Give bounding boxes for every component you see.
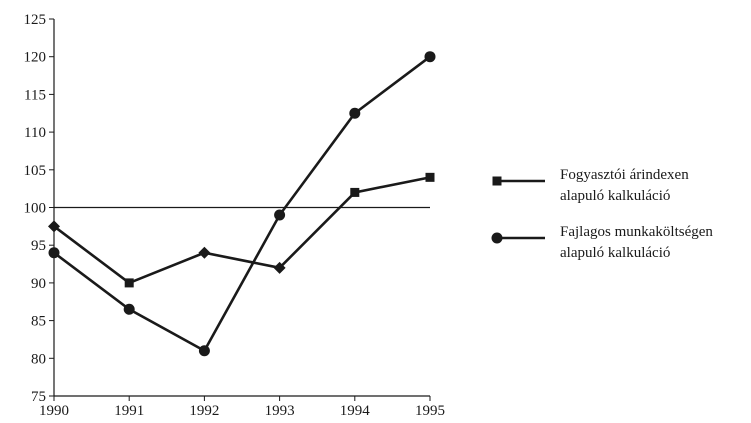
x-tick-label: 1993 — [265, 403, 295, 419]
circle-point — [424, 51, 436, 63]
x-tick-label: 1995 — [415, 403, 445, 419]
y-tick-label: 75 — [31, 389, 46, 405]
circle-point — [48, 247, 60, 259]
y-tick-label: 110 — [24, 125, 46, 141]
circle-point — [349, 107, 361, 119]
x-tick-label: 1994 — [340, 403, 371, 419]
diamond-point — [198, 246, 211, 259]
tick-labels: 75 80 85 90 95 100 105 110 115 120 125 1990 1991 1992… — [24, 12, 446, 419]
circle-point — [274, 209, 286, 221]
series-line — [53, 176, 431, 285]
y-tick-label: 125 — [24, 12, 47, 28]
circle-point — [198, 345, 210, 357]
square-point — [350, 187, 360, 197]
square-point — [124, 278, 134, 288]
diamond-point — [48, 220, 60, 233]
legend-label: Fogyasztói árindexen — [560, 167, 689, 183]
axes — [49, 18, 431, 401]
square-point — [425, 172, 435, 182]
y-tick-label: 100 — [24, 201, 47, 217]
series-1 — [48, 172, 435, 288]
circle-point — [123, 303, 135, 315]
series-line — [53, 55, 431, 353]
diamond-point — [273, 261, 286, 274]
series-2 — [48, 51, 436, 357]
y-tick-label: 90 — [31, 276, 46, 292]
y-tick-label: 105 — [24, 163, 47, 179]
legend-circle-icon — [491, 232, 503, 244]
plot-area — [48, 51, 436, 357]
legend-entry-2: Fajlagos munkaköltségen alapuló kalkuláci… — [491, 224, 713, 261]
legend-label: alapuló kalkuláció — [560, 188, 670, 204]
legend-square-icon — [492, 176, 502, 186]
x-tick-label: 1992 — [189, 403, 219, 419]
legend-label: Fajlagos munkaköltségen — [560, 224, 713, 240]
x-tick-label: 1990 — [39, 403, 69, 419]
y-tick-label: 85 — [31, 314, 46, 330]
y-tick-label: 120 — [24, 50, 47, 66]
y-tick-label: 80 — [31, 351, 46, 367]
legend-label: alapuló kalkuláció — [560, 245, 670, 261]
y-tick-label: 115 — [24, 87, 46, 103]
x-tick-label: 1991 — [114, 403, 144, 419]
y-tick-label: 95 — [31, 238, 46, 254]
legend-entry-1: Fogyasztói árindexen alapuló kalkuláció — [492, 167, 689, 204]
